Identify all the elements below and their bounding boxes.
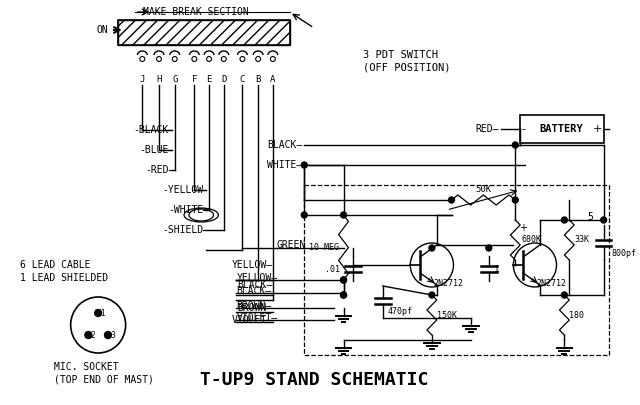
Text: 1: 1 — [100, 309, 105, 318]
Text: 3 PDT SWITCH: 3 PDT SWITCH — [363, 50, 438, 60]
Text: -SHIELD: -SHIELD — [162, 225, 203, 235]
Circle shape — [513, 142, 518, 148]
Text: .01: .01 — [324, 264, 340, 273]
Text: ON: ON — [96, 25, 108, 35]
Text: 1: 1 — [493, 264, 499, 273]
Circle shape — [340, 277, 346, 283]
Circle shape — [301, 212, 307, 218]
Polygon shape — [118, 20, 289, 45]
Text: 5: 5 — [587, 212, 593, 222]
Text: BROWN—: BROWN— — [237, 301, 272, 311]
Text: (TOP END OF MAST): (TOP END OF MAST) — [54, 375, 154, 385]
Text: BROWN—: BROWN— — [237, 303, 273, 313]
Text: G: G — [172, 75, 177, 85]
Text: YELLOW—: YELLOW— — [237, 273, 278, 283]
Circle shape — [429, 292, 435, 298]
Text: BLACK—: BLACK— — [237, 286, 272, 296]
Text: -BLUE: -BLUE — [140, 145, 169, 155]
Circle shape — [561, 217, 567, 223]
Text: -BLACK: -BLACK — [134, 125, 169, 135]
Text: VIOLET—: VIOLET— — [237, 313, 278, 323]
Text: YELLOW—: YELLOW— — [232, 260, 273, 270]
Circle shape — [340, 212, 346, 218]
Text: 33K: 33K — [574, 235, 589, 245]
Circle shape — [95, 309, 102, 316]
Text: 800pf: 800pf — [611, 249, 637, 258]
Ellipse shape — [184, 208, 218, 222]
Text: E: E — [206, 75, 212, 85]
Text: F: F — [191, 75, 197, 85]
Text: 2N2712: 2N2712 — [434, 279, 464, 288]
Circle shape — [340, 292, 346, 298]
Circle shape — [70, 297, 125, 353]
Text: VIOLET—: VIOLET— — [232, 315, 273, 325]
Circle shape — [601, 217, 607, 223]
Text: 10 MEG: 10 MEG — [308, 243, 339, 252]
Text: 2N2712: 2N2712 — [537, 279, 567, 288]
Text: MAKE-BREAK SECTION: MAKE-BREAK SECTION — [143, 7, 249, 17]
Text: 50K: 50K — [476, 185, 492, 194]
Text: 3: 3 — [110, 330, 115, 339]
Text: -: - — [522, 124, 530, 134]
Circle shape — [486, 245, 492, 251]
Text: D: D — [221, 75, 227, 85]
Circle shape — [429, 245, 435, 251]
Text: 2: 2 — [90, 330, 95, 339]
Text: +: + — [519, 223, 527, 233]
Text: A: A — [270, 75, 276, 85]
Text: WHITE—: WHITE— — [267, 160, 302, 170]
Text: RED—: RED— — [475, 124, 499, 134]
Text: GREEN: GREEN — [276, 240, 306, 250]
Text: T-UP9 STAND SCHEMATIC: T-UP9 STAND SCHEMATIC — [200, 371, 428, 389]
Text: -RED: -RED — [145, 165, 169, 175]
Circle shape — [449, 197, 454, 203]
Text: BLACK—: BLACK— — [237, 280, 273, 290]
Text: 150K: 150K — [436, 311, 457, 320]
Text: 470pf: 470pf — [388, 307, 413, 315]
Text: 680K: 680K — [521, 235, 541, 245]
Text: 180: 180 — [570, 311, 584, 320]
Text: 6 LEAD CABLE: 6 LEAD CABLE — [20, 260, 90, 270]
Text: +: + — [592, 124, 602, 134]
Text: J: J — [140, 75, 145, 85]
Circle shape — [85, 332, 92, 339]
Text: -WHITE: -WHITE — [168, 205, 203, 215]
Circle shape — [301, 162, 307, 168]
Text: C: C — [240, 75, 245, 85]
Circle shape — [340, 292, 346, 298]
Text: BLACK—: BLACK— — [267, 140, 302, 150]
Text: 1 LEAD SHIELDED: 1 LEAD SHIELDED — [20, 273, 108, 283]
Text: BATTERY: BATTERY — [540, 124, 583, 134]
Text: MIC. SOCKET: MIC. SOCKET — [54, 362, 118, 372]
Circle shape — [104, 332, 111, 339]
Text: (OFF POSITION): (OFF POSITION) — [363, 62, 451, 72]
Circle shape — [561, 292, 567, 298]
Text: -YELLOW: -YELLOW — [162, 185, 203, 195]
Circle shape — [513, 197, 518, 203]
Text: H: H — [156, 75, 162, 85]
Circle shape — [340, 277, 346, 283]
Text: B: B — [255, 75, 261, 85]
